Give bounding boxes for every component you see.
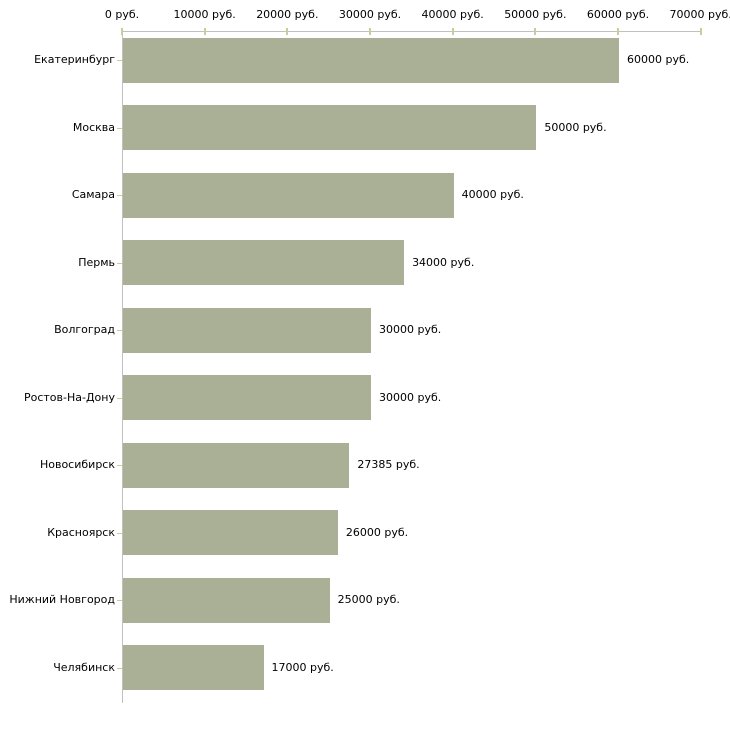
bar xyxy=(123,307,371,353)
x-axis-tick xyxy=(617,28,619,35)
category-label: Новосибирск xyxy=(39,458,115,471)
bar xyxy=(123,577,330,623)
x-axis-tick xyxy=(369,28,371,35)
value-label: 30000 руб. xyxy=(379,390,442,404)
bar xyxy=(123,645,264,690)
value-label: 26000 руб. xyxy=(345,525,409,539)
value-label: 25000 руб. xyxy=(337,593,400,606)
bar xyxy=(123,37,619,83)
category-tick xyxy=(117,262,122,264)
y-axis-line xyxy=(122,31,123,703)
value-label: 30000 руб. xyxy=(379,323,442,336)
bar xyxy=(123,510,338,555)
category-label: Москва xyxy=(72,120,115,134)
category-tick xyxy=(117,465,122,466)
category-label: Екатеринбург xyxy=(34,53,115,66)
x-axis-line xyxy=(122,31,702,32)
bar xyxy=(123,105,537,150)
x-axis-tick-label: 70000 руб. xyxy=(669,8,730,21)
value-label: 40000 руб. xyxy=(461,188,524,201)
x-axis-tick-label: 30000 руб. xyxy=(338,8,402,21)
category-label: Челябинск xyxy=(53,660,115,674)
x-axis-tick-label: 40000 руб. xyxy=(421,8,484,21)
bar xyxy=(123,240,405,285)
x-axis-tick xyxy=(534,28,537,35)
category-tick xyxy=(117,600,122,601)
category-tick xyxy=(117,532,122,534)
category-label: Самара xyxy=(71,188,115,201)
x-axis-tick-label: 20000 руб. xyxy=(256,8,319,21)
category-tick xyxy=(117,60,122,61)
x-axis-tick-label: 10000 руб. xyxy=(173,8,236,21)
bar xyxy=(123,442,350,488)
category-label: Волгоград xyxy=(54,323,115,336)
category-label: Пермь xyxy=(78,255,115,269)
value-label: 50000 руб. xyxy=(544,120,607,134)
bar xyxy=(123,172,454,218)
bar xyxy=(123,375,371,420)
value-label: 34000 руб. xyxy=(412,255,475,269)
x-axis-tick-label: 50000 руб. xyxy=(504,8,567,21)
value-label: 27385 руб. xyxy=(357,458,420,471)
category-tick xyxy=(117,397,122,399)
x-axis-tick xyxy=(286,28,289,35)
x-axis-tick xyxy=(203,28,206,35)
category-label: Нижний Новгород xyxy=(9,593,115,606)
category-tick xyxy=(117,330,122,331)
x-axis-tick xyxy=(451,28,454,35)
category-tick xyxy=(117,195,122,196)
category-label: Красноярск xyxy=(47,525,115,539)
x-axis-tick-label: 0 руб. xyxy=(104,8,140,21)
category-tick xyxy=(117,667,122,669)
x-axis-tick xyxy=(121,28,123,35)
category-label: Ростов-На-Дону xyxy=(23,390,115,404)
x-axis-tick-label: 60000 руб. xyxy=(586,8,650,21)
value-label: 17000 руб. xyxy=(271,660,334,674)
x-axis-tick xyxy=(699,28,702,35)
value-label: 60000 руб. xyxy=(627,53,690,66)
category-tick xyxy=(117,127,122,129)
